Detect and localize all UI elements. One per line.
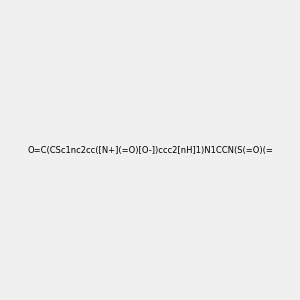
Text: O=C(CSc1nc2cc([N+](=O)[O-])ccc2[nH]1)N1CCN(S(=O)(=: O=C(CSc1nc2cc([N+](=O)[O-])ccc2[nH]1)N1C…	[27, 146, 273, 154]
